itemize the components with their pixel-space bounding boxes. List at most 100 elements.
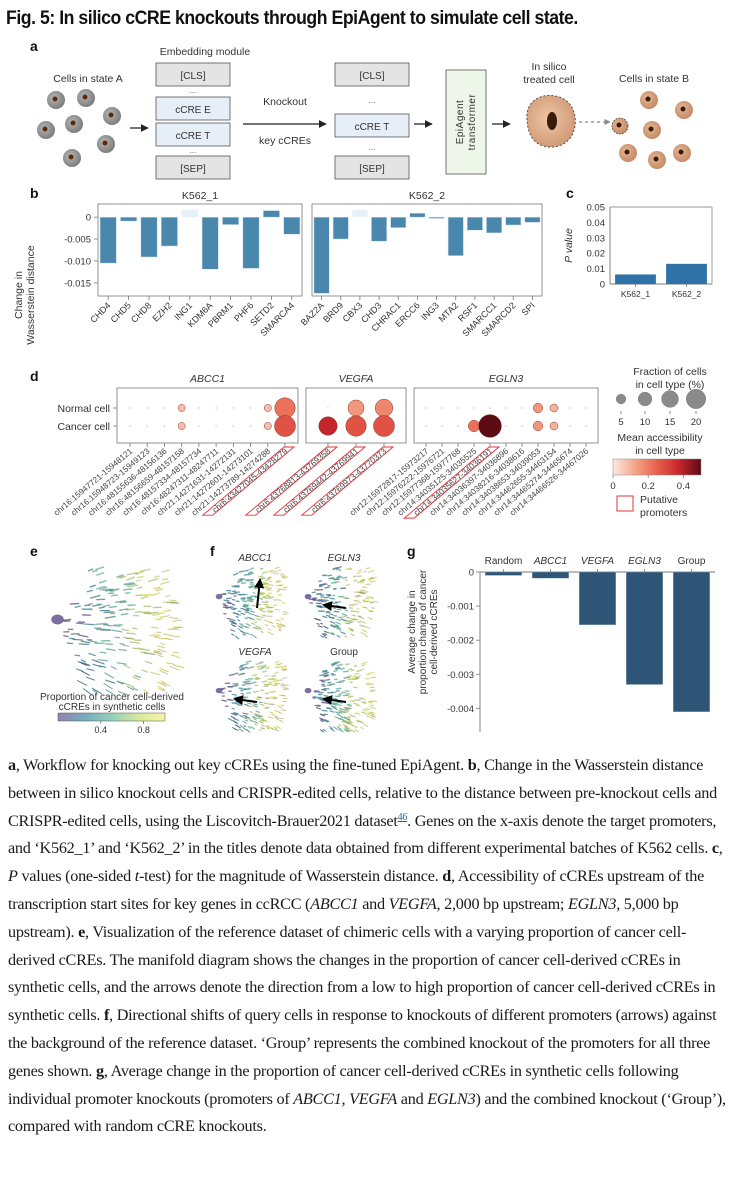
- stream-arrow: [322, 575, 326, 577]
- caption-text: , Visualization of the reference dataset…: [8, 922, 716, 1025]
- stream-arrow: [323, 720, 329, 723]
- stream-arrow: [360, 722, 366, 725]
- caption-label-c: c: [711, 839, 719, 858]
- stream-arrow: [159, 670, 169, 675]
- stream-arrow: [275, 715, 279, 718]
- stream-line: [157, 687, 165, 691]
- stream-line: [321, 670, 328, 673]
- stream-line: [258, 728, 262, 731]
- stream-line: [139, 651, 147, 653]
- stream-line: [348, 567, 353, 571]
- stream-arrow: [340, 716, 346, 719]
- stream-line: [76, 679, 88, 686]
- stream-arrow: [320, 584, 327, 586]
- stream-arrow: [277, 626, 282, 629]
- stream-line: [340, 715, 346, 719]
- stream-line: [313, 617, 321, 621]
- stream-arrow: [239, 715, 244, 718]
- stream-arrow: [254, 678, 260, 680]
- caption-gene: ABCC1: [293, 1089, 342, 1108]
- stream-line: [92, 663, 102, 668]
- stream-arrow: [117, 662, 128, 665]
- stream-arrow: [265, 668, 270, 670]
- stream-line: [162, 609, 171, 612]
- knockout-label: Knockout: [263, 96, 307, 108]
- stream-arrow: [357, 621, 361, 623]
- panel-letter-d: d: [30, 368, 39, 384]
- stream-line: [104, 615, 116, 619]
- stream-arrow: [140, 596, 149, 600]
- d-dot: [505, 407, 507, 409]
- token-ellipsis: ...: [190, 86, 197, 95]
- stream-line: [246, 616, 252, 619]
- stream-arrow: [88, 569, 94, 572]
- d-row-label-normal: Normal cell: [57, 403, 110, 415]
- d-dot: [249, 425, 252, 427]
- stream-arrow: [271, 675, 277, 677]
- stream-arrow: [115, 601, 127, 603]
- stream-line: [157, 685, 166, 691]
- stream-line: [105, 588, 114, 592]
- stream-line: [369, 576, 373, 579]
- stream-line: [333, 587, 337, 590]
- d-dot: [585, 407, 587, 409]
- d-dot: [441, 425, 443, 427]
- stream-line: [110, 665, 117, 670]
- stream-arrow: [90, 585, 97, 588]
- stream-arrow: [344, 709, 349, 711]
- reference-link[interactable]: 46: [397, 811, 408, 823]
- stream-line: [131, 627, 138, 630]
- stream-arrow: [275, 728, 280, 732]
- d-promoter-legend-label: promoters: [640, 507, 687, 519]
- stream-arrow: [253, 627, 260, 630]
- stream-arrow: [262, 614, 268, 617]
- stream-arrow: [317, 593, 323, 596]
- stream-line: [321, 574, 325, 577]
- gray-cell-icon: [77, 89, 95, 107]
- d-dot: [163, 407, 166, 409]
- e-embedding: [51, 566, 185, 696]
- stream-arrow: [92, 688, 103, 695]
- caption-text: , Directional shifts of query cells in r…: [8, 1006, 717, 1080]
- stream-arrow: [243, 717, 249, 720]
- b-bar: [390, 216, 407, 228]
- d-promoter-highlight: [244, 446, 339, 516]
- stream-arrow: [230, 621, 234, 624]
- stream-line: [222, 606, 229, 609]
- stream-line: [233, 712, 239, 715]
- stream-line: [245, 631, 250, 635]
- stream-line: [98, 579, 107, 584]
- stream-line: [353, 728, 357, 731]
- stream-arrow: [258, 628, 263, 631]
- g-ylabel: proportion change of cancer: [418, 569, 429, 694]
- stream-arrow: [245, 626, 250, 629]
- stream-line: [77, 634, 89, 638]
- stream-arrow: [223, 607, 229, 609]
- stream-line: [233, 717, 240, 721]
- stream-line: [221, 687, 226, 690]
- stream-arrow: [251, 726, 256, 730]
- stream-arrow: [173, 636, 181, 638]
- stream-arrow: [332, 632, 336, 636]
- stream-arrow: [370, 717, 375, 720]
- stream-arrow: [245, 612, 250, 614]
- stream-arrow: [122, 645, 130, 647]
- token-ellipsis: ...: [369, 96, 376, 105]
- treated-cell-icon: [526, 94, 576, 148]
- cells-state-a-label: Cells in state A: [53, 73, 122, 85]
- e-colorbar-tick-label: 0.4: [95, 725, 108, 735]
- stream-line: [363, 723, 368, 727]
- stream-line: [270, 624, 276, 628]
- stream-arrow: [103, 683, 114, 690]
- stream-arrow: [276, 620, 282, 622]
- d-group-egln3: EGLN3chr12:15972817-15973217chr12:159762…: [348, 373, 599, 519]
- stream-arrow: [272, 703, 276, 705]
- stream-arrow: [370, 715, 374, 718]
- stream-line: [318, 580, 322, 582]
- stream-line: [152, 586, 160, 590]
- stream-line: [344, 609, 349, 612]
- stream-line: [315, 706, 322, 710]
- stream-line: [237, 625, 243, 629]
- stream-arrow: [121, 629, 130, 632]
- stream-arrow: [157, 681, 168, 688]
